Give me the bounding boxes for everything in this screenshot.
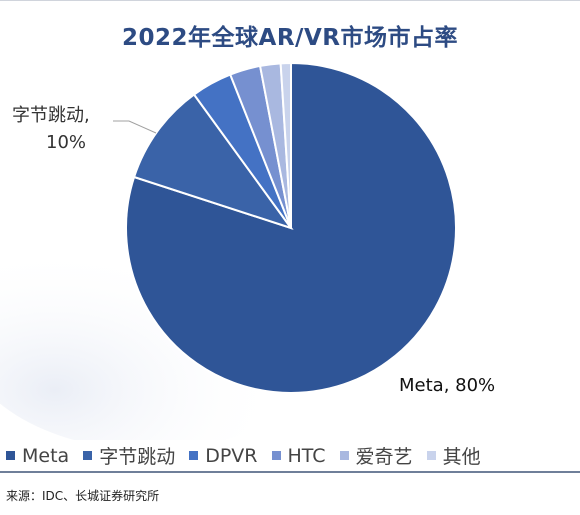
legend-label-2: DPVR: [205, 444, 258, 467]
legend-label-1: 字节跳动: [99, 446, 176, 468]
legend-item-3: HTC: [271, 444, 326, 467]
legend-label-0: Meta: [22, 444, 70, 467]
pie-chart: 字节跳动, 10% Meta, 80%: [0, 61, 495, 440]
legend-label-4: 爱奇艺: [355, 446, 413, 468]
legend-swatch-5: [426, 451, 436, 460]
legend-swatch-2: [189, 451, 199, 460]
legend-swatch-1: [83, 451, 93, 460]
legend-label-5: 其他: [442, 446, 481, 468]
data-label-bytedance-name: 字节跳动,: [12, 105, 90, 126]
legend-swatch-4: [339, 451, 349, 460]
legend-label-3: HTC: [287, 444, 326, 467]
chart-title: 2022年全球AR/VR市场市占率: [122, 25, 458, 51]
source-note: 来源：IDC、长城证券研究所: [6, 489, 160, 503]
data-label-bytedance-pct: 10%: [46, 132, 86, 153]
legend: Meta 字节跳动 DPVR HTC 爱奇艺 其他: [6, 442, 481, 469]
chart-frame: [0, 0, 580, 473]
legend-item-5: 其他: [426, 442, 481, 469]
legend-item-2: DPVR: [189, 444, 258, 467]
legend-item-0: Meta: [6, 445, 69, 467]
pie-slice-1: [132, 93, 294, 230]
legend-item-4: 爱奇艺: [339, 442, 413, 469]
pie-slice-5: [279, 61, 292, 229]
legend-swatch-0: [6, 451, 15, 460]
legend-swatch-3: [271, 451, 281, 460]
data-label-meta: Meta, 80%: [399, 375, 495, 396]
pie-slice-0: [125, 61, 457, 394]
legend-item-1: 字节跳动: [83, 442, 175, 469]
leader-line: [113, 120, 157, 134]
